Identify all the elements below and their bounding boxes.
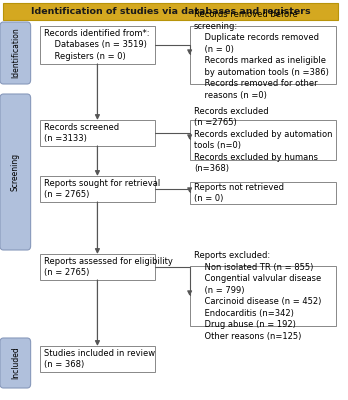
FancyBboxPatch shape: [0, 22, 31, 84]
Bar: [190, 182, 336, 204]
Bar: [40, 254, 155, 280]
Text: Records screened
(n =3133): Records screened (n =3133): [44, 123, 119, 143]
Text: Identification: Identification: [11, 28, 20, 78]
Bar: [3, 3, 338, 20]
Text: Records removed before
screening:
    Duplicate records removed
    (n = 0)
    : Records removed before screening: Duplic…: [194, 10, 329, 100]
Text: Records identified from*:
    Databases (n = 3519)
    Registers (n = 0): Records identified from*: Databases (n =…: [44, 29, 150, 61]
Bar: [190, 26, 336, 84]
Text: Studies included in review
(n = 368): Studies included in review (n = 368): [44, 349, 155, 369]
Bar: [40, 346, 155, 372]
Text: Reports not retrieved
(n = 0): Reports not retrieved (n = 0): [194, 183, 284, 203]
Text: Identification of studies via databases and registers: Identification of studies via databases …: [31, 7, 310, 16]
Bar: [190, 120, 336, 160]
Text: Reports excluded:
    Non isolated TR (n = 855)
    Congential valvular disease
: Reports excluded: Non isolated TR (n = 8…: [194, 252, 321, 340]
Text: Records excluded
(n =2765)
Records excluded by automation
tools (n=0)
Records ex: Records excluded (n =2765) Records exclu…: [194, 107, 332, 173]
Bar: [190, 266, 336, 326]
Text: Included: Included: [11, 347, 20, 379]
Text: Reports sought for retrieval
(n = 2765): Reports sought for retrieval (n = 2765): [44, 179, 160, 199]
FancyBboxPatch shape: [0, 338, 31, 388]
Text: Screening: Screening: [11, 153, 20, 191]
FancyBboxPatch shape: [0, 94, 31, 250]
Bar: [40, 176, 155, 202]
Bar: [40, 26, 155, 64]
Text: Reports assessed for eligibility
(n = 2765): Reports assessed for eligibility (n = 27…: [44, 257, 173, 277]
Bar: [40, 120, 155, 146]
